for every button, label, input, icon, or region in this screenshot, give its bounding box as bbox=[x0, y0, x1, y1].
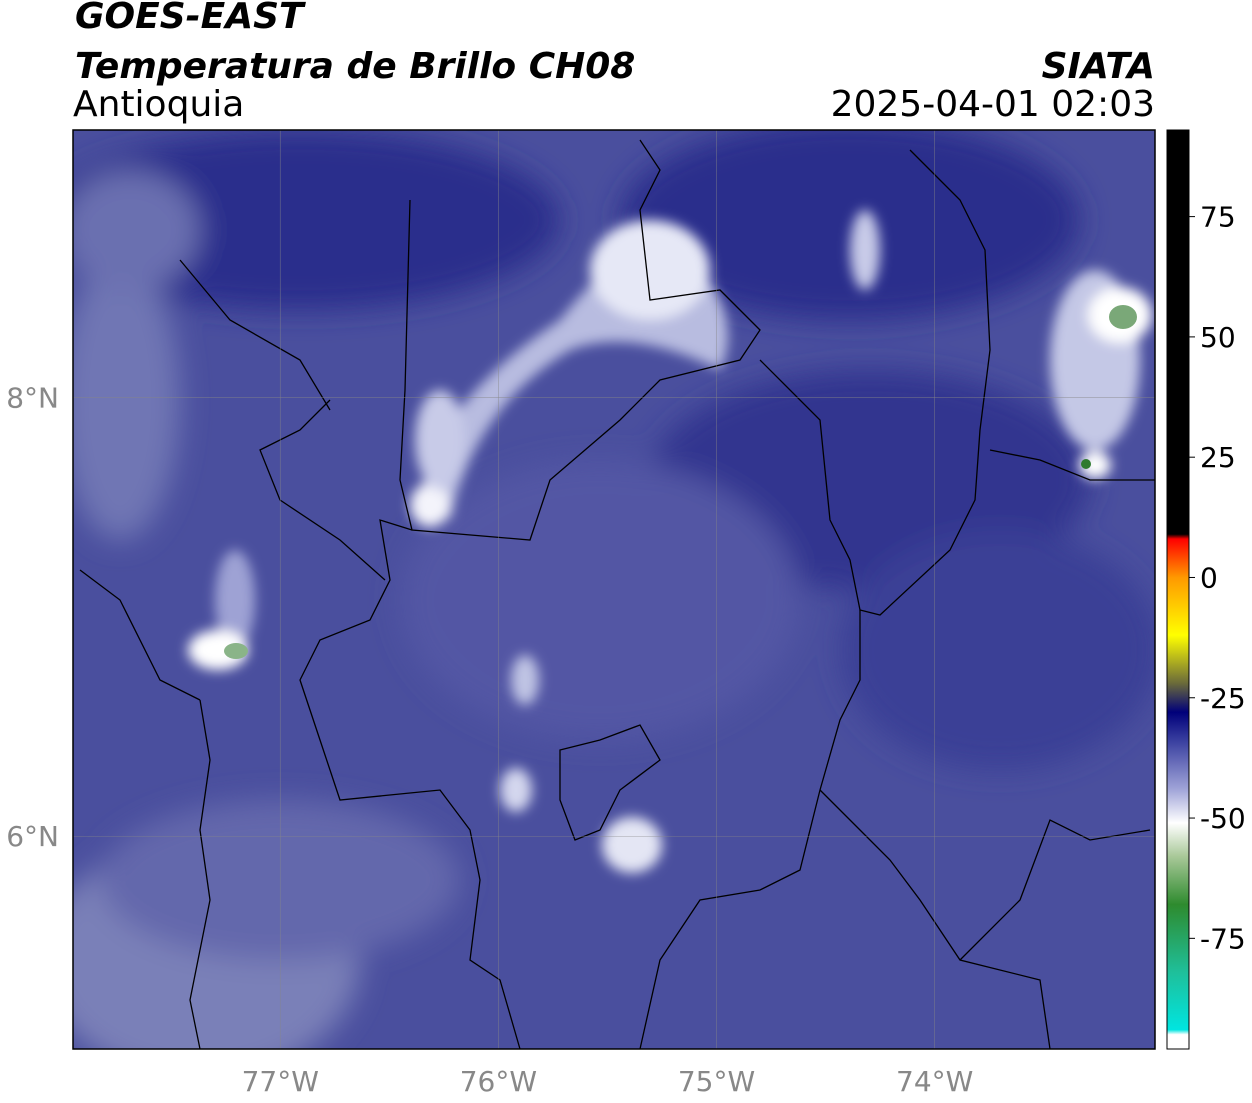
colorbar-tick-label: 0 bbox=[1200, 561, 1218, 594]
y-tick-label: 8°N bbox=[6, 382, 59, 415]
x-tick-label: 75°W bbox=[678, 1065, 755, 1098]
y-tick-label: 6°N bbox=[6, 820, 59, 853]
colorbar bbox=[1166, 129, 1190, 1050]
title: GOES-EAST bbox=[75, 0, 306, 37]
x-tick-label: 77°W bbox=[242, 1065, 319, 1098]
colorbar-tick-label: 50 bbox=[1200, 321, 1236, 354]
region: Antioquia bbox=[73, 84, 244, 125]
colorbar-tick-label: 75 bbox=[1200, 201, 1236, 234]
datetime: 2025-04-01 02:03 bbox=[831, 84, 1155, 125]
map-image bbox=[73, 130, 1155, 1049]
subtitle: Temperatura de Brillo CH08 bbox=[75, 46, 635, 87]
colorbar-tick-label: -50 bbox=[1200, 802, 1246, 835]
colorbar-tick-label: 25 bbox=[1200, 441, 1236, 474]
x-tick-label: 76°W bbox=[460, 1065, 537, 1098]
source: SIATA bbox=[1042, 46, 1155, 87]
graticule bbox=[73, 130, 1155, 1049]
colorbar-tick-label: -25 bbox=[1200, 682, 1246, 715]
x-tick-label: 74°W bbox=[896, 1065, 973, 1098]
map-frame bbox=[72, 129, 1156, 1050]
colorbar-tick-label: -75 bbox=[1200, 922, 1246, 955]
